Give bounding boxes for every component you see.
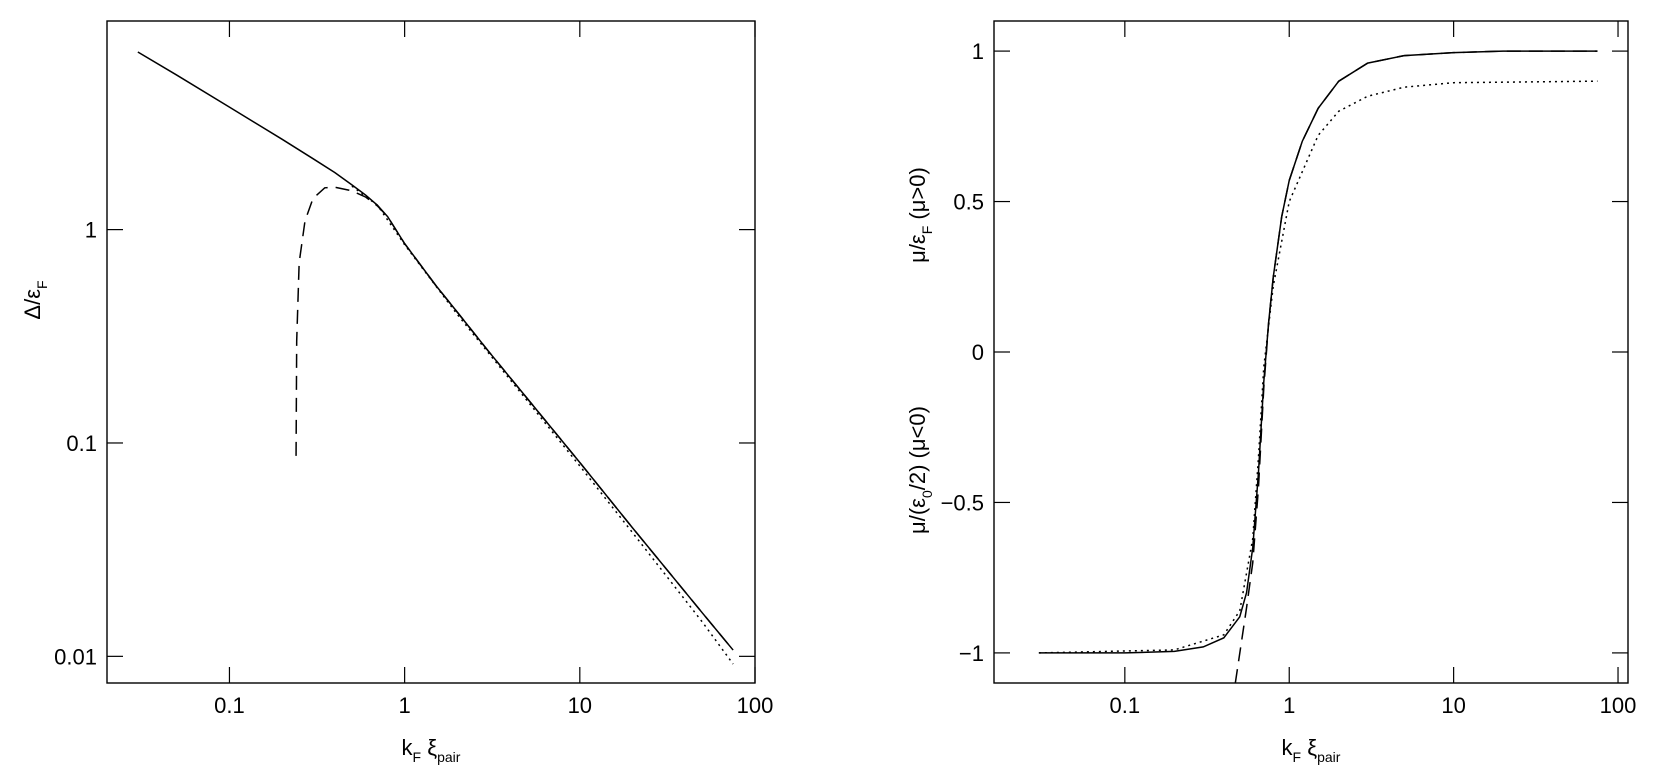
x-tick-label: 1 <box>1283 693 1295 718</box>
x-tick-label: 1 <box>399 693 411 718</box>
label-subscript: pair <box>1317 749 1341 765</box>
label-text: /2) (μ<0) <box>905 406 930 490</box>
y-axis-label: μ/(ε0/2) (μ<0) <box>905 406 935 534</box>
y-axis-label: μ/εF (μ>0) <box>905 167 935 263</box>
label-subscript: pair <box>437 749 461 765</box>
x-axis-label: kF ξpair <box>1282 735 1341 765</box>
label-subscript: F <box>919 226 935 235</box>
label-subscript: F <box>1293 749 1302 765</box>
x-tick-label: 10 <box>1441 693 1465 718</box>
y-tick-label: −1 <box>959 641 984 666</box>
y-tick-label: 0.5 <box>953 190 984 215</box>
label-text: Δ/ε <box>20 289 45 320</box>
plot-frame <box>993 20 1629 684</box>
label-text: k <box>1282 735 1294 760</box>
y-tick-label: 0.1 <box>66 431 97 456</box>
y-tick-label: 0.01 <box>54 644 97 669</box>
data-line <box>1234 50 1598 684</box>
label-text: ξ <box>1301 735 1317 760</box>
x-tick-label: 0.1 <box>1110 693 1141 718</box>
data-line <box>295 186 734 651</box>
data-line <box>137 51 734 651</box>
data-line <box>1038 80 1598 654</box>
x-axis-label: kF ξpair <box>402 735 461 765</box>
label-subscript: 0 <box>919 490 935 498</box>
label-text: ξ <box>421 735 437 760</box>
label-text: μ/ε <box>905 234 930 263</box>
y-tick-label: 1 <box>972 39 984 64</box>
x-tick-label: 100 <box>1600 693 1637 718</box>
x-tick-label: 10 <box>568 693 592 718</box>
label-subscript: F <box>413 749 422 765</box>
data-line <box>351 185 734 665</box>
label-text: k <box>402 735 414 760</box>
label-subscript: F <box>34 280 50 289</box>
data-line <box>1038 50 1598 654</box>
plot-frame <box>106 20 756 684</box>
x-tick-label: 0.1 <box>214 693 245 718</box>
y-tick-label: 0 <box>972 340 984 365</box>
y-tick-label: 1 <box>85 218 97 243</box>
y-axis-label: Δ/εF <box>20 280 50 319</box>
label-text: μ/(ε <box>905 498 930 534</box>
y-tick-label: −0.5 <box>941 490 984 515</box>
label-text: (μ>0) <box>905 167 930 226</box>
x-tick-label: 100 <box>737 693 774 718</box>
